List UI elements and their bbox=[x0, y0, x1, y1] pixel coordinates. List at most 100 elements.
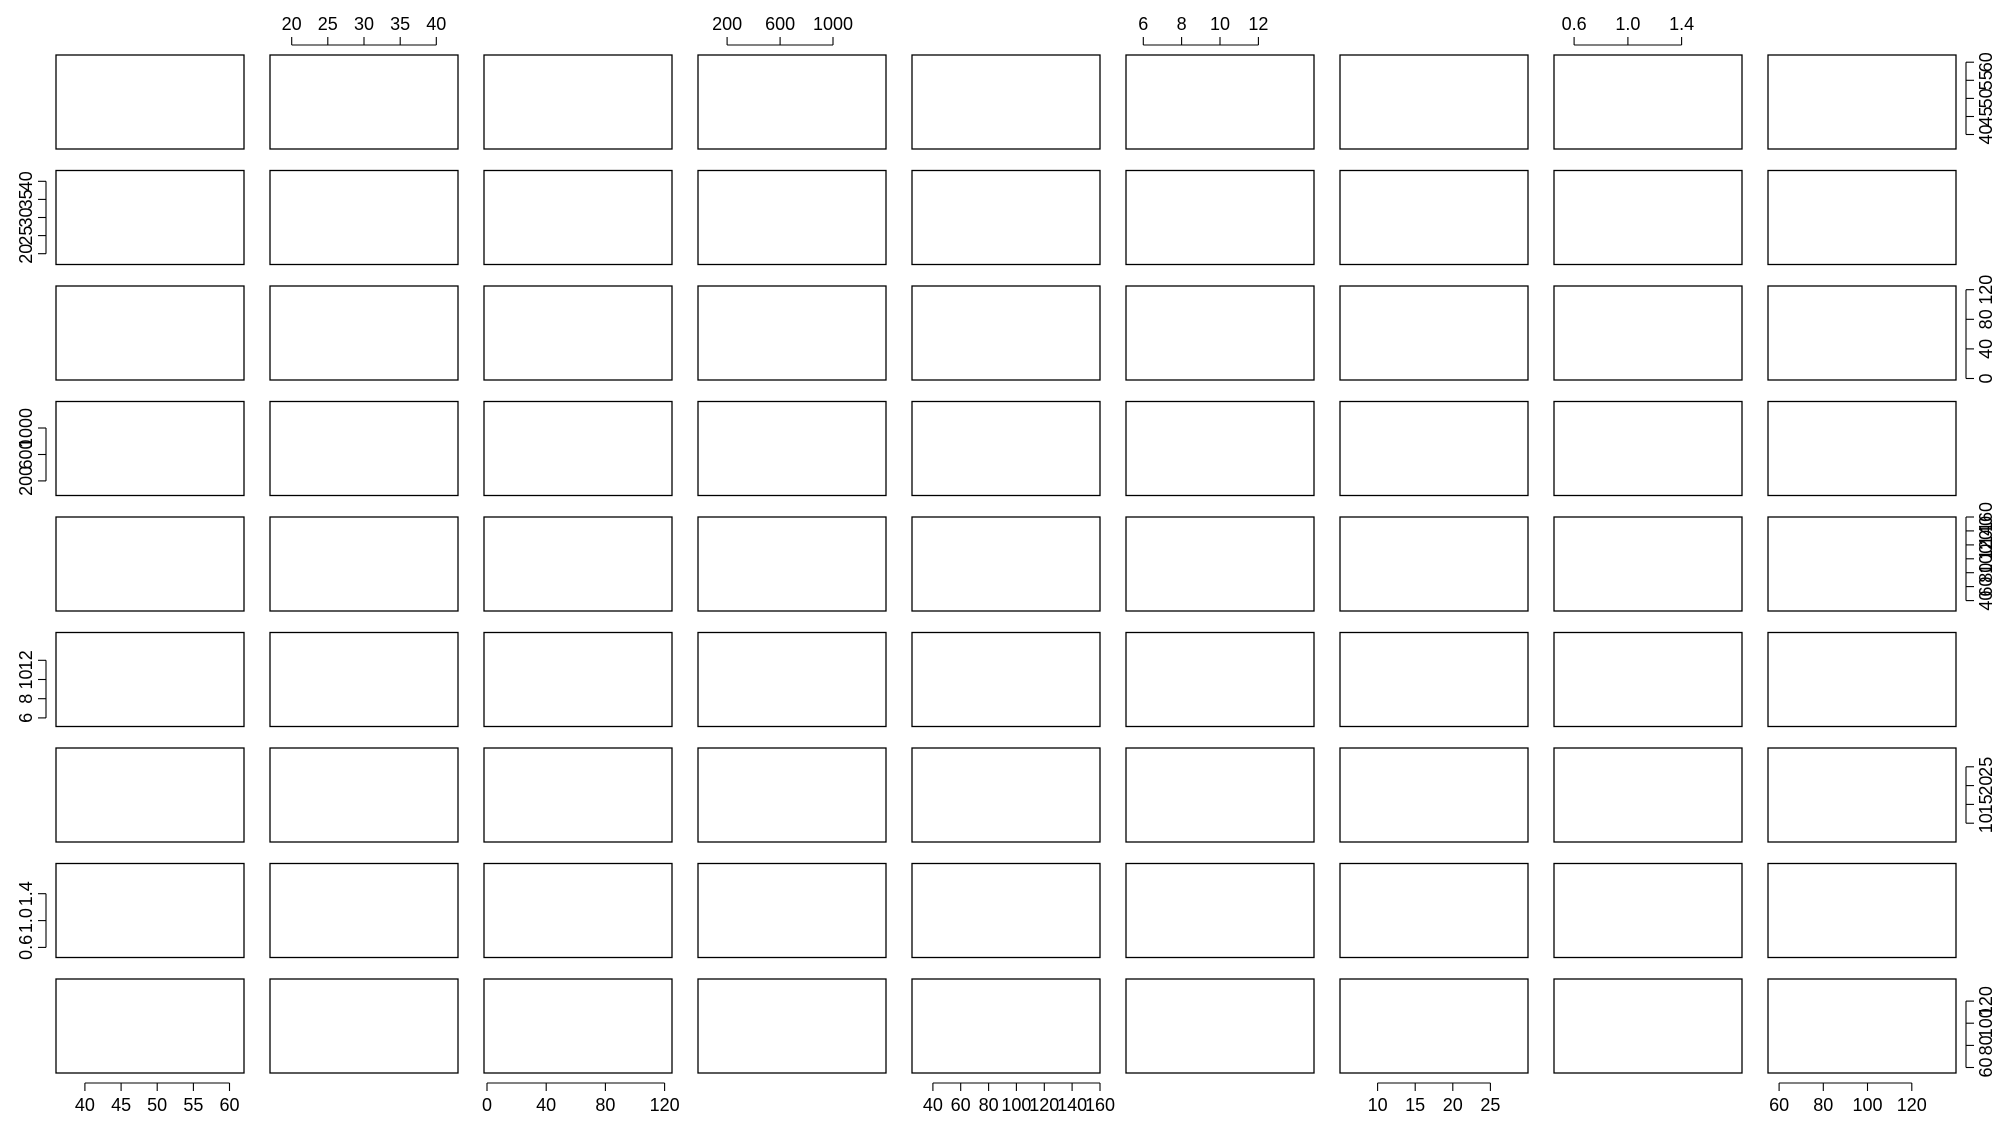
y-tick-label: 60 bbox=[1976, 577, 1996, 597]
panel-frame bbox=[1553, 631, 1743, 728]
panel-Age-A1C: 0.21** bbox=[1125, 54, 1315, 150]
panel-frame bbox=[1553, 400, 1743, 497]
panel-S_cr-A1C bbox=[1125, 862, 1315, 959]
panel-HTN_Dur-HTN_Dur: HTN_Dur bbox=[483, 285, 673, 381]
y-tick-label: 1.4 bbox=[16, 881, 36, 906]
panel-frame bbox=[1125, 285, 1315, 381]
panel-BUN-GFR bbox=[911, 747, 1101, 843]
panel-frame bbox=[1125, 978, 1315, 1074]
x-tick-label: 40 bbox=[923, 1095, 943, 1115]
panel-frame bbox=[697, 631, 887, 728]
panel-frame bbox=[1553, 862, 1743, 959]
x-tick-label: 100 bbox=[1001, 1095, 1031, 1115]
panel-frame bbox=[269, 862, 459, 959]
panel-GFR-Age bbox=[55, 516, 245, 612]
panel-frame bbox=[269, 747, 459, 843]
panel-UPE-S_cr: 0.46*** bbox=[1553, 400, 1743, 497]
panel-frame bbox=[483, 400, 673, 497]
panel-frame bbox=[483, 516, 673, 612]
y-tick-label: 60 bbox=[1976, 52, 1996, 72]
panel-HTN_Dur-MAP: 0.19* bbox=[1767, 285, 1957, 381]
panel-frame bbox=[55, 631, 245, 728]
panel-BUN-Age bbox=[55, 747, 245, 843]
panel-BUN-MAP: 0.05 bbox=[1767, 747, 1957, 843]
x-tick-label: 120 bbox=[650, 1095, 680, 1115]
y-tick-label: 40 bbox=[1976, 591, 1996, 611]
x-tick-label: 1.4 bbox=[1669, 14, 1694, 34]
panel-frame bbox=[1767, 54, 1957, 150]
panel-frame bbox=[1553, 54, 1743, 150]
panel-MAP-MAP: MAP bbox=[1767, 978, 1957, 1074]
panel-frame bbox=[697, 400, 887, 497]
y-tick-label: 1.0 bbox=[16, 908, 36, 933]
panel-frame bbox=[55, 285, 245, 381]
x-tick-label: 25 bbox=[318, 14, 338, 34]
panel-HTN_Dur-S_cr: 0.04 bbox=[1553, 285, 1743, 381]
panel-HTN_Dur-UPE: 0.12 bbox=[697, 285, 887, 381]
panel-frame bbox=[483, 169, 673, 266]
panel-S_cr-BMI bbox=[269, 862, 459, 959]
y-tick-label: 15 bbox=[1976, 794, 1996, 814]
panel-S_cr-UPE bbox=[697, 862, 887, 959]
x-tick-label: 40 bbox=[426, 14, 446, 34]
panel-frame bbox=[1339, 169, 1529, 266]
panel-frame bbox=[697, 169, 887, 266]
panel-S_cr-BUN bbox=[1339, 862, 1529, 959]
x-tick-label: 8 bbox=[1177, 14, 1187, 34]
panel-BUN-S_cr: 0.27*** bbox=[1553, 747, 1743, 843]
panel-A1C-Age bbox=[55, 631, 245, 728]
y-tick-label: 1000 bbox=[16, 408, 36, 448]
x-tick-label: 80 bbox=[595, 1095, 615, 1115]
panel-Age-Age: Age bbox=[55, 54, 245, 150]
panel-HTN_Dur-GFR: 0.11 bbox=[911, 285, 1101, 381]
panel-frame bbox=[1767, 285, 1957, 381]
x-tick-label: 80 bbox=[979, 1095, 999, 1115]
panel-frame bbox=[1125, 747, 1315, 843]
panel-GFR-HTN_Dur bbox=[483, 516, 673, 612]
y-tick-label: 0 bbox=[1976, 373, 1996, 383]
panel-BMI-BUN: -0.01 bbox=[1339, 169, 1529, 266]
panel-A1C-MAP: -0.05 bbox=[1767, 631, 1957, 728]
panel-HTN_Dur-A1C: 0.20** bbox=[1125, 285, 1315, 381]
panel-BMI-GFR: 0.16* bbox=[911, 169, 1101, 266]
panel-frame bbox=[1767, 516, 1957, 612]
panel-frame bbox=[269, 978, 459, 1074]
panel-GFR-UPE bbox=[697, 516, 887, 612]
panel-frame bbox=[697, 285, 887, 381]
panel-BMI-A1C: 0.07 bbox=[1125, 169, 1315, 266]
y-tick-label: 12 bbox=[16, 650, 36, 670]
x-tick-label: 600 bbox=[765, 14, 795, 34]
x-tick-label: 35 bbox=[390, 14, 410, 34]
panel-frame bbox=[55, 516, 245, 612]
panel-S_cr-HTN_Dur bbox=[483, 862, 673, 959]
y-tick-label: 80 bbox=[1976, 309, 1996, 329]
panel-frame bbox=[1125, 400, 1315, 497]
panel-frame bbox=[1339, 285, 1529, 381]
x-tick-label: 30 bbox=[354, 14, 374, 34]
panel-UPE-UPE: UPE bbox=[697, 400, 887, 497]
panel-frame bbox=[269, 631, 459, 728]
panel-frame bbox=[483, 285, 673, 381]
panel-BUN-HTN_Dur bbox=[483, 747, 673, 843]
panel-MAP-Age bbox=[55, 978, 245, 1074]
x-tick-label: 45 bbox=[111, 1095, 131, 1115]
x-tick-label: 6 bbox=[1138, 14, 1148, 34]
y-tick-label: 160 bbox=[1976, 502, 1996, 532]
x-tick-label: 15 bbox=[1405, 1095, 1425, 1115]
panel-MAP-BMI bbox=[269, 978, 459, 1074]
panel-frame bbox=[55, 862, 245, 959]
x-tick-label: 120 bbox=[1897, 1095, 1927, 1115]
panel-frame bbox=[1125, 516, 1315, 612]
y-tick-label: 40 bbox=[1976, 339, 1996, 359]
panel-GFR-A1C: -0.08 bbox=[1125, 516, 1315, 612]
y-tick-label: 30 bbox=[16, 207, 36, 227]
y-tick-label: 55 bbox=[1976, 70, 1996, 90]
panel-Age-BMI: 0.13 bbox=[269, 54, 459, 150]
panel-frame bbox=[55, 978, 245, 1074]
panel-BUN-UPE bbox=[697, 747, 887, 843]
panel-UPE-BMI bbox=[269, 400, 459, 497]
panel-frame bbox=[911, 516, 1101, 612]
panel-frame bbox=[55, 54, 245, 150]
x-tick-label: 120 bbox=[1029, 1095, 1059, 1115]
panel-Age-BUN: 0.22** bbox=[1339, 54, 1529, 150]
